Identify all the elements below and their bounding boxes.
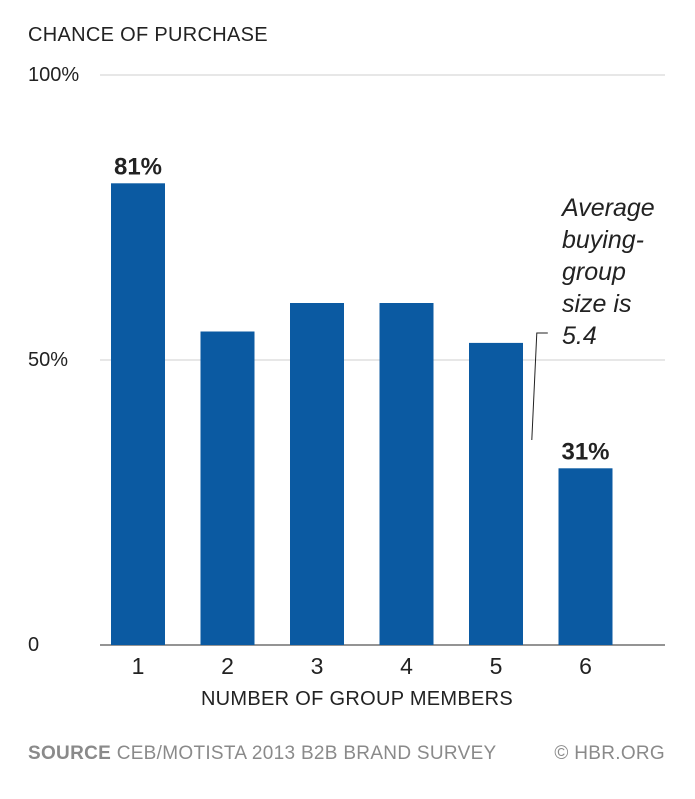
y-axis-title: CHANCE OF PURCHASE [28, 24, 268, 46]
x-tick-label: 4 [400, 653, 413, 679]
bar [558, 468, 613, 645]
y-tick-label: 50% [28, 349, 68, 371]
x-tick-label: 2 [221, 653, 234, 679]
source-label: SOURCE [28, 743, 112, 764]
average-annotation: Average buying- group size is 5.4 [562, 192, 682, 352]
bar-value-label: 81% [114, 153, 162, 180]
bar [379, 303, 434, 645]
x-tick-label: 1 [132, 653, 145, 679]
source-text: CEB/MOTISTA 2013 B2B BRAND SURVEY [116, 743, 497, 764]
annotation-line: size is [562, 290, 632, 318]
bar-value-label: 31% [561, 438, 609, 465]
credit-text: © HBR.ORG [554, 743, 665, 764]
bar [111, 183, 165, 646]
x-tick-label: 6 [579, 653, 592, 679]
x-tick-label: 3 [311, 653, 324, 679]
y-tick-label: 100% [28, 64, 79, 86]
bar [290, 303, 344, 645]
source-note: SOURCE CEB/MOTISTA 2013 B2B BRAND SURVEY [28, 743, 497, 765]
bar [200, 331, 255, 645]
annotation-line: Average [562, 194, 655, 222]
annotation-line: 5.4 [562, 322, 597, 350]
y-tick-label: 0 [28, 634, 39, 656]
annotation-line: group [562, 258, 626, 286]
annotation-pointer [531, 332, 548, 441]
annotation-line: buying- [562, 226, 644, 254]
bar [469, 342, 523, 645]
x-tick-label: 5 [490, 653, 503, 679]
x-axis-title: NUMBER OF GROUP MEMBERS [200, 688, 514, 710]
